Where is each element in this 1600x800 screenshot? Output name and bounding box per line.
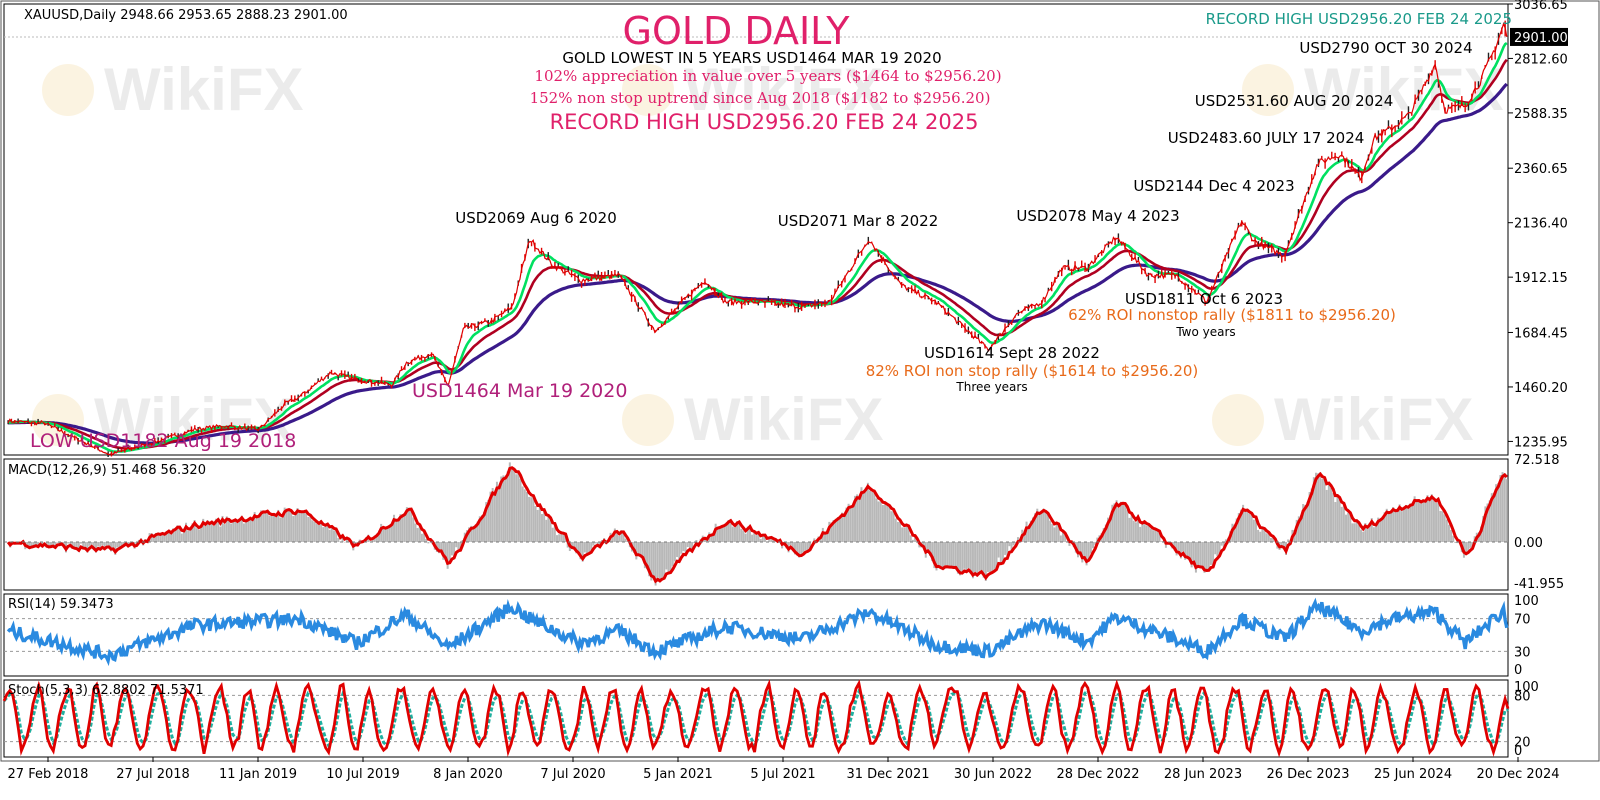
- price-y-tick-label: 1912.15: [1514, 271, 1568, 286]
- annotation-label: Two years: [1175, 325, 1235, 339]
- watermark-logo: WikiFX: [1242, 56, 1503, 123]
- watermark-icon: [42, 64, 94, 116]
- price-y-tick-label: 2360.65: [1514, 162, 1568, 177]
- macd-y-tick-label: 72.518: [1514, 453, 1560, 468]
- x-tick-label: 10 Jul 2019: [326, 767, 400, 782]
- price-y-tick-label: 3036.65: [1514, 0, 1568, 13]
- watermark-text: WikiFX: [684, 56, 883, 123]
- x-tick-label: 5 Jan 2021: [643, 767, 713, 782]
- x-tick-label: 30 Jun 2022: [954, 767, 1032, 782]
- current-price-label: 2901.00: [1514, 31, 1568, 46]
- panel-frame-rsi: [3, 593, 1509, 677]
- panel-frame-macd: [3, 458, 1509, 591]
- price-y-tick-label: 2812.60: [1514, 52, 1568, 67]
- price-y-tick-label: 1460.20: [1514, 381, 1568, 396]
- macd-y-tick-label: 0.00: [1514, 536, 1543, 551]
- rsi-title: RSI(14) 59.3473: [8, 597, 114, 612]
- price-y-tick-label: 2136.40: [1514, 217, 1568, 232]
- watermark-logo: WikiFX: [622, 386, 883, 453]
- x-tick-label: 28 Dec 2022: [1056, 767, 1139, 782]
- annotation-label: LOW USD1182 Aug 19 2018: [30, 430, 296, 452]
- watermark-logo: WikiFX: [1212, 386, 1473, 453]
- symbol-info: XAUUSD,Daily 2948.66 2953.65 2888.23 290…: [24, 8, 348, 23]
- stoch-y-tick-label: 20: [1514, 736, 1531, 751]
- annotation-label: USD2069 Aug 6 2020: [455, 209, 617, 227]
- stoch-y-tick-label: 100: [1514, 680, 1539, 695]
- watermark-icon: [622, 64, 674, 116]
- rsi-y-tick-label: 70: [1514, 613, 1531, 628]
- rsi-y-tick-label: 0: [1514, 663, 1522, 678]
- watermark-icon: [1242, 64, 1294, 116]
- price-y-tick-label: 1684.45: [1514, 326, 1568, 341]
- x-tick-label: 20 Dec 2024: [1476, 767, 1559, 782]
- watermark-text: WikiFX: [1274, 386, 1473, 453]
- subtitle-line-2: 102% appreciation in value over 5 years …: [534, 67, 1001, 85]
- watermark-text: WikiFX: [104, 56, 303, 123]
- price-y-tick-label: 2588.35: [1514, 107, 1568, 122]
- stoch-title: Stoch(5,3,3) 62.8802 71.5371: [8, 683, 204, 698]
- macd-y-tick-label: -41.955: [1514, 577, 1564, 592]
- panel-frame-stoch: [3, 679, 1509, 758]
- macd-signal-line: [6, 466, 1508, 584]
- annotation-label: 82% ROI non stop rally ($1614 to $2956.2…: [866, 362, 1199, 380]
- outer-frame: [0, 0, 1600, 762]
- subtitle-line-1: GOLD LOWEST IN 5 YEARS USD1464 MAR 19 20…: [562, 49, 941, 67]
- x-tick-label: 26 Dec 2023: [1266, 767, 1349, 782]
- subtitle-line-4: RECORD HIGH USD2956.20 FEB 24 2025: [550, 110, 979, 134]
- x-tick-label: 27 Feb 2018: [8, 767, 89, 782]
- watermark-icon: [622, 394, 674, 446]
- x-tick-label: 7 Jul 2020: [540, 767, 605, 782]
- annotation-label: USD2078 May 4 2023: [1016, 207, 1179, 225]
- watermark-logo: WikiFX: [622, 56, 883, 123]
- x-tick-label: 25 Jun 2024: [1374, 767, 1452, 782]
- watermark-icon: [1212, 394, 1264, 446]
- stoch-y-tick-label: 80: [1514, 689, 1531, 704]
- panel-frame-price: [3, 3, 1509, 456]
- watermark-text: WikiFX: [1304, 56, 1503, 123]
- stoch-main-line: [2, 679, 1510, 758]
- annotation-label: USD2071 Mar 8 2022: [778, 212, 939, 230]
- x-tick-label: 28 Jun 2023: [1164, 767, 1242, 782]
- current-price-badge: [1510, 27, 1568, 46]
- subtitle-line-3: 152% non stop uptrend since Aug 2018 ($1…: [530, 89, 991, 107]
- annotation-label: USD2483.60 JULY 17 2024: [1168, 129, 1365, 147]
- annotation-label: USD2790 OCT 30 2024: [1299, 39, 1472, 57]
- watermark-logo: WikiFX: [42, 56, 303, 123]
- x-tick-label: 11 Jan 2019: [219, 767, 297, 782]
- price-y-tick-label: 1235.95: [1514, 435, 1568, 450]
- record-high-banner: RECORD HIGH USD2956.20 FEB 24 2025: [1206, 10, 1512, 28]
- price-line: [7, 22, 1508, 456]
- annotation-label: USD1811 Oct 6 2023: [1125, 290, 1283, 308]
- annotation-label: USD2531.60 AUG 20 2024: [1195, 92, 1394, 110]
- stoch-y-tick-label: 0: [1514, 744, 1522, 759]
- annotation-label: 62% ROI nonstop rally ($1811 to $2956.20…: [1068, 306, 1396, 324]
- annotation-label: USD1464 Mar 19 2020: [412, 380, 627, 402]
- rsi-y-tick-label: 30: [1514, 645, 1531, 660]
- annotation-label: Three years: [955, 380, 1027, 394]
- watermark-text: WikiFX: [684, 386, 883, 453]
- x-tick-label: 8 Jan 2020: [433, 767, 503, 782]
- annotation-label: USD2144 Dec 4 2023: [1133, 177, 1294, 195]
- annotation-label: USD1614 Sept 28 2022: [924, 344, 1100, 362]
- x-tick-label: 31 Dec 2021: [846, 767, 929, 782]
- chart-title: GOLD DAILY: [623, 9, 851, 53]
- x-tick-label: 27 Jul 2018: [116, 767, 190, 782]
- x-tick-label: 5 Jul 2021: [750, 767, 815, 782]
- rsi-line: [6, 597, 1509, 667]
- macd-title: MACD(12,26,9) 51.468 56.320: [8, 463, 206, 478]
- rsi-y-tick-label: 100: [1514, 594, 1539, 609]
